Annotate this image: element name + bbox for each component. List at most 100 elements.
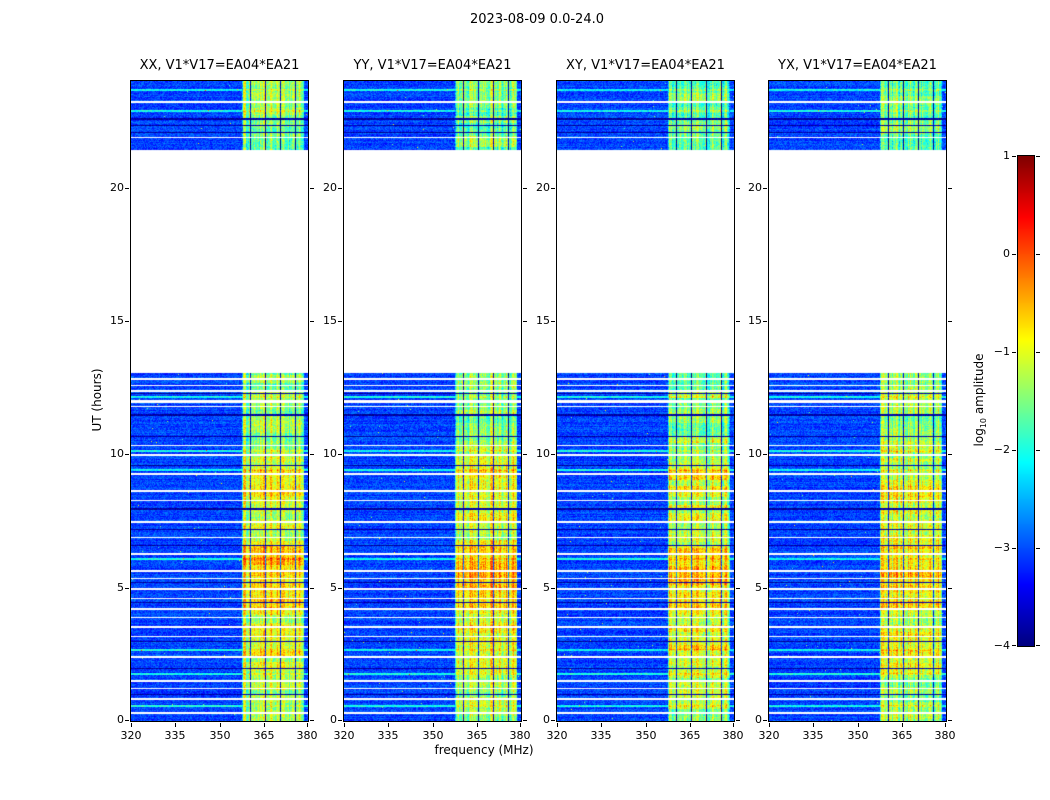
y-tick bbox=[338, 720, 342, 721]
y-tick-label: 0 bbox=[330, 713, 337, 726]
colorbar-tick-label: 0 bbox=[1003, 247, 1010, 260]
y-tick bbox=[310, 188, 314, 189]
colorbar-tick-label: 1 bbox=[1003, 149, 1010, 162]
x-tick-label: 350 bbox=[847, 729, 869, 742]
x-tick bbox=[520, 723, 521, 727]
x-tick bbox=[557, 723, 558, 727]
x-tick-label: 320 bbox=[758, 729, 780, 742]
spectrogram-canvas-xy bbox=[557, 81, 734, 721]
y-tick bbox=[125, 454, 129, 455]
colorbar-canvas bbox=[1018, 156, 1034, 646]
panel-title-xy: XY, V1*V17=EA04*EA21 bbox=[566, 58, 725, 73]
y-tick-label: 20 bbox=[110, 181, 124, 194]
colorbar-tick-label: −1 bbox=[993, 345, 1010, 358]
x-tick bbox=[131, 723, 132, 727]
x-tick-label: 380 bbox=[722, 729, 744, 742]
colorbar-tick bbox=[1036, 254, 1040, 255]
x-tick-label: 365 bbox=[891, 729, 913, 742]
y-tick bbox=[948, 720, 952, 721]
y-tick bbox=[736, 321, 740, 322]
panel-title-yy: YY, V1*V17=EA04*EA21 bbox=[353, 58, 512, 73]
spectrogram-canvas-xx bbox=[131, 81, 308, 721]
y-tick bbox=[551, 454, 555, 455]
y-tick-label: 5 bbox=[330, 581, 337, 594]
x-tick-label: 335 bbox=[590, 729, 612, 742]
y-tick bbox=[523, 321, 527, 322]
y-tick-label: 15 bbox=[323, 314, 337, 327]
x-tick-label: 350 bbox=[422, 729, 444, 742]
y-tick bbox=[948, 454, 952, 455]
y-tick bbox=[736, 454, 740, 455]
y-tick-label: 20 bbox=[323, 181, 337, 194]
x-tick-label: 365 bbox=[466, 729, 488, 742]
y-tick bbox=[551, 188, 555, 189]
x-tick-label: 365 bbox=[253, 729, 275, 742]
colorbar-label-prefix: log bbox=[971, 428, 986, 447]
colorbar-tick-label: −2 bbox=[993, 443, 1010, 456]
panel-xx: XX, V1*V17=EA04*EA21 0 5 10 15 20 320 335 350 36… bbox=[110, 58, 318, 742]
x-tick-label: 320 bbox=[546, 729, 568, 742]
y-tick bbox=[763, 321, 767, 322]
x-tick-label: 320 bbox=[333, 729, 355, 742]
panel-xy: XY, V1*V17=EA04*EA21 0 5 10 15 20 320 335 350 36… bbox=[536, 58, 744, 742]
colorbar-tick bbox=[1012, 645, 1016, 646]
y-axis-label: UT (hours) bbox=[90, 368, 104, 432]
y-tick bbox=[125, 588, 129, 589]
colorbar-tick bbox=[1036, 645, 1040, 646]
x-tick bbox=[433, 723, 434, 727]
colorbar-label: log10 amplitude bbox=[972, 354, 988, 447]
colorbar-tick-label: −4 bbox=[993, 639, 1010, 652]
y-tick bbox=[523, 588, 527, 589]
x-tick-label: 350 bbox=[635, 729, 657, 742]
y-tick bbox=[125, 720, 129, 721]
colorbar: 1 0 −1 −2 −3 −4 bbox=[994, 149, 1040, 652]
y-tick bbox=[948, 188, 952, 189]
colorbar-tick bbox=[1036, 450, 1040, 451]
x-tick bbox=[307, 723, 308, 727]
y-tick-label: 10 bbox=[110, 447, 124, 460]
colorbar-tick bbox=[1012, 156, 1016, 157]
y-tick bbox=[125, 321, 129, 322]
y-tick bbox=[523, 454, 527, 455]
x-tick bbox=[945, 723, 946, 727]
y-tick bbox=[338, 588, 342, 589]
y-tick-label: 5 bbox=[755, 581, 762, 594]
colorbar-label-suffix: amplitude bbox=[971, 353, 986, 418]
y-tick bbox=[523, 188, 527, 189]
y-tick bbox=[310, 720, 314, 721]
colorbar-label-sub: 10 bbox=[979, 417, 989, 429]
y-tick bbox=[310, 454, 314, 455]
y-tick bbox=[763, 454, 767, 455]
y-tick bbox=[551, 588, 555, 589]
colorbar-tick bbox=[1012, 450, 1016, 451]
x-tick bbox=[388, 723, 389, 727]
y-tick bbox=[551, 321, 555, 322]
y-tick bbox=[736, 188, 740, 189]
panel-title-xx: XX, V1*V17=EA04*EA21 bbox=[139, 58, 300, 73]
y-tick bbox=[125, 188, 129, 189]
x-tick-label: 380 bbox=[934, 729, 956, 742]
x-tick-label: 335 bbox=[802, 729, 824, 742]
x-tick-label: 320 bbox=[120, 729, 142, 742]
colorbar-tick bbox=[1012, 548, 1016, 549]
y-tick bbox=[551, 720, 555, 721]
x-tick bbox=[646, 723, 647, 727]
colorbar-tick bbox=[1036, 548, 1040, 549]
x-tick bbox=[690, 723, 691, 727]
spectrogram-canvas-yx bbox=[769, 81, 946, 721]
y-tick bbox=[338, 454, 342, 455]
spectrogram-canvas-yy bbox=[344, 81, 521, 721]
x-tick bbox=[601, 723, 602, 727]
panel-yx: YX, V1*V17=EA04*EA21 0 5 10 15 20 320 335 350 36… bbox=[748, 58, 956, 742]
y-tick-label: 10 bbox=[323, 447, 337, 460]
y-tick bbox=[310, 321, 314, 322]
y-tick bbox=[338, 188, 342, 189]
x-tick bbox=[477, 723, 478, 727]
y-tick-label: 5 bbox=[117, 581, 124, 594]
x-axis-label: frequency (MHz) bbox=[434, 743, 534, 757]
x-tick-label: 335 bbox=[377, 729, 399, 742]
colorbar-tick bbox=[1012, 254, 1016, 255]
y-tick bbox=[310, 588, 314, 589]
x-tick bbox=[733, 723, 734, 727]
y-tick-label: 0 bbox=[755, 713, 762, 726]
